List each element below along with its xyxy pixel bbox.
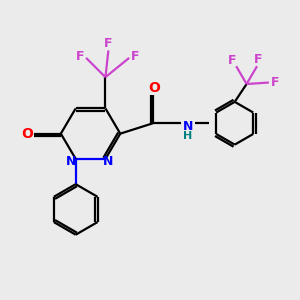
Text: F: F: [104, 38, 112, 50]
Text: O: O: [148, 82, 160, 95]
Text: H: H: [183, 131, 192, 141]
Text: F: F: [131, 50, 140, 63]
Text: N: N: [66, 155, 76, 168]
Text: F: F: [271, 76, 280, 89]
Text: N: N: [103, 155, 114, 168]
Text: F: F: [254, 53, 263, 66]
Text: N: N: [183, 120, 193, 133]
Text: O: O: [22, 127, 34, 141]
Text: F: F: [227, 54, 236, 67]
Text: F: F: [76, 50, 84, 63]
